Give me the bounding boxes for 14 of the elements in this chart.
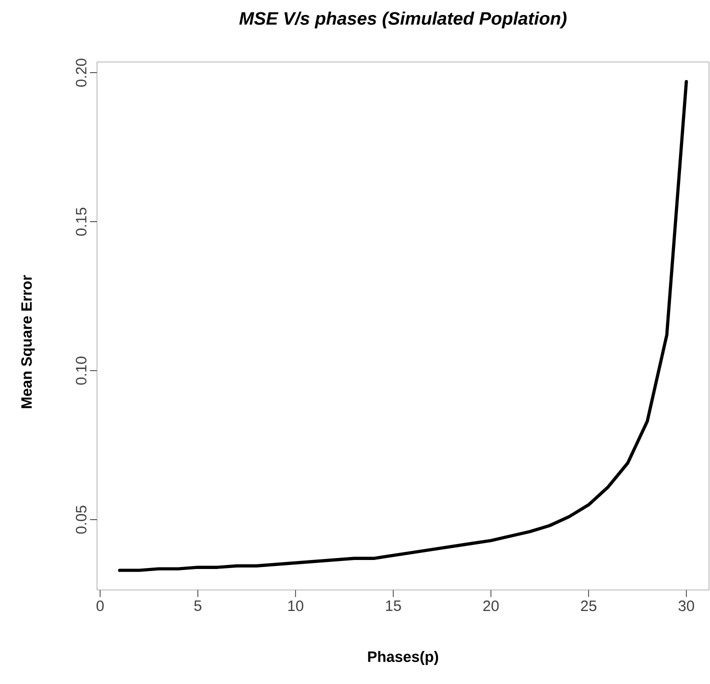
x-axis-title: Phases(p) bbox=[368, 650, 438, 665]
x-tick-label: 15 bbox=[386, 600, 401, 611]
x-tick-label: 25 bbox=[581, 600, 596, 612]
x-tick-label: 30 bbox=[678, 600, 694, 612]
chart-title: MSE V/s phases (Simulated Poplation) bbox=[239, 12, 567, 28]
y-axis-title: Mean Square Error bbox=[21, 275, 35, 408]
x-tick-label: 10 bbox=[288, 600, 304, 612]
y-tick-label: 0.10 bbox=[76, 356, 86, 385]
x-tick-label: 0 bbox=[96, 600, 104, 612]
x-tick-label: 20 bbox=[483, 600, 499, 612]
x-tick-label: 5 bbox=[194, 600, 202, 611]
y-tick-label: 0.15 bbox=[76, 208, 86, 236]
y-tick-label: 0.05 bbox=[76, 506, 86, 534]
y-tick-label: 0.20 bbox=[76, 58, 86, 87]
